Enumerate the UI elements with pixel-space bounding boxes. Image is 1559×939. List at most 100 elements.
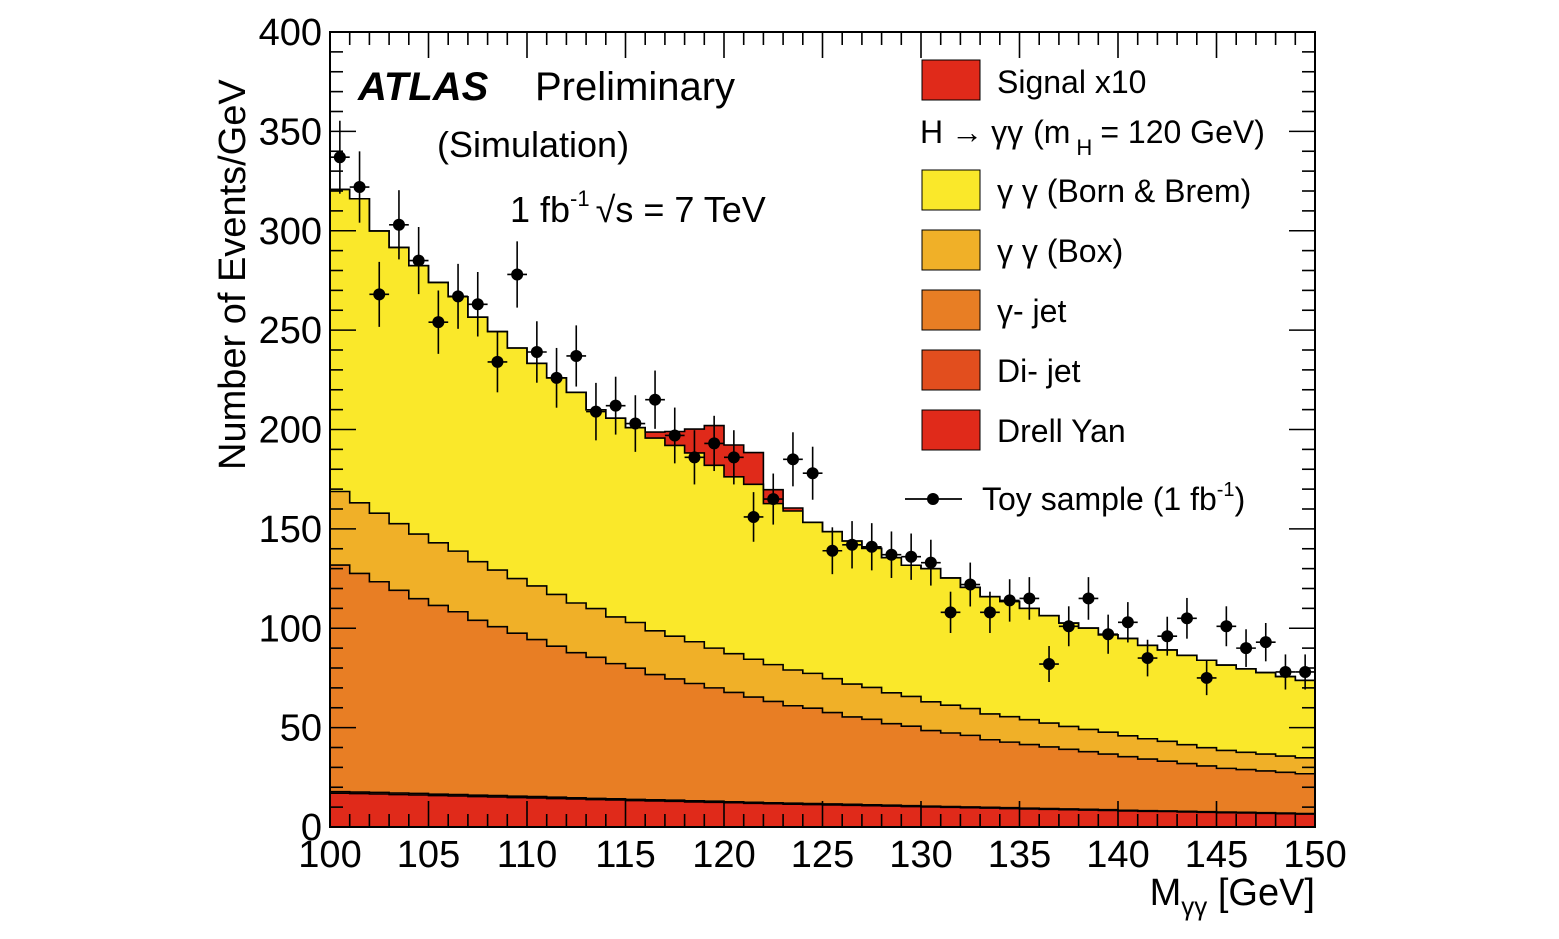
y-tick-label-150: 150 [259,509,322,551]
bar-born-brem-bin-0 [330,189,351,492]
toy-point-32 [964,578,977,591]
bar-drell-yan-bin-21 [743,803,764,827]
bar-drell-yan-bin-22 [763,803,784,827]
legend-toy-part-0: Toy sample (1 fb [982,481,1217,517]
legend-label-signal: Signal x10 [997,64,1146,100]
bar-drell-yan-bin-42 [1157,811,1178,827]
toy-point-45 [1220,620,1233,633]
bar-born-brem-bin-37 [1058,623,1080,727]
bar-drell-yan-bin-38 [1078,810,1099,827]
bar-born-brem-bin-20 [724,476,745,654]
bar-jet-bin-41 [1137,759,1158,811]
bar-drell-yan-bin-0 [330,793,351,827]
bar-drell-yan-bin-32 [960,807,981,827]
bar-drell-yan-bin-34 [999,808,1021,827]
toy-point-8 [491,355,504,368]
bar-born-brem-bin-33 [980,596,1001,714]
toy-point-17 [668,429,681,442]
bar-born-brem-bin-28 [881,557,902,693]
bar-signal-x10-bin-21 [743,452,764,485]
bar-jet-bin-43 [1177,763,1198,812]
bar-born-brem-bin-24 [802,522,824,674]
bar-born-brem-bin-2 [369,230,390,514]
bar-drell-yan-bin-31 [940,807,961,827]
bar-drell-yan-bin-45 [1216,812,1237,827]
bar-drell-yan-bin-12 [566,798,587,827]
bar-jet-bin-25 [822,712,843,804]
bar-born-brem-bin-10 [527,363,548,586]
x-tick-label-115: 115 [595,834,656,876]
toy-point-14 [609,399,622,412]
legend-label-drell-yan: Drell Yan [997,413,1126,449]
toy-point-28 [885,548,898,561]
stacked-areas [330,189,1316,827]
bar-jet-bin-21 [743,697,764,803]
lumi-energy-label: 1 fb-1 √s = 7 TeV [510,186,766,230]
toy-point-30 [924,556,937,569]
toy-point-13 [589,405,602,418]
bar-jet-bin-8 [487,626,508,796]
plot-area [329,31,1316,828]
bar-jet-bin-10 [527,639,548,797]
x-tick-label-130: 130 [889,834,952,876]
bar-jet-bin-33 [980,739,1001,808]
x-tick-label-145: 145 [1185,834,1248,876]
bar-jet-bin-2 [369,581,390,793]
bar-jet-bin-34 [999,742,1021,808]
bar-box-bin-14 [605,616,627,664]
legend-label-born-brem: γ γ (Born & Brem) [997,173,1251,209]
toy-point-21 [747,510,760,523]
bar-drell-yan-bin-3 [389,794,410,827]
bar-born-brem-bin-16 [645,438,666,631]
bar-born-brem-bin-17 [664,445,686,637]
y-tick-label-200: 200 [259,410,322,452]
toy-point-29 [905,550,918,563]
bar-born-brem-bin-45 [1216,665,1237,751]
x-tick-label-110: 110 [497,834,558,876]
bar-jet-bin-24 [802,708,824,804]
bar-box-bin-35 [1019,719,1040,745]
bar-drell-yan-bin-47 [1255,813,1277,827]
toy-point-44 [1200,671,1213,684]
bar-jet-bin-45 [1216,768,1237,813]
legend-label-jet: γ- jet [997,293,1066,329]
bar-born-brem-bin-34 [999,601,1021,717]
x-axis-title: Mγγ [GeV] [1150,872,1315,921]
bar-box-bin-20 [724,653,745,693]
bar-born-brem-bin-42 [1157,649,1178,742]
bar-jet-bin-0 [330,565,351,792]
bar-drell-yan-bin-20 [724,802,745,827]
toy-point-40 [1121,616,1134,629]
bar-jet-bin-16 [645,674,666,800]
bar-box-bin-28 [881,692,902,724]
bar-drell-yan-bin-9 [507,797,528,827]
legend-higgs-part-0: H [920,114,943,150]
bar-box-bin-45 [1216,750,1237,769]
legend-toy-part-1: -1 [1217,479,1235,501]
bar-drell-yan-bin-36 [1039,809,1060,827]
bar-jet-bin-14 [605,663,627,799]
bar-box-bin-1 [349,502,370,574]
toy-point-9 [511,268,524,281]
bar-drell-yan-bin-24 [802,804,824,827]
bar-born-brem-bin-49 [1295,680,1316,758]
bar-jet-bin-47 [1255,770,1277,813]
y-tick-label-300: 300 [259,211,322,253]
bar-born-brem-bin-4 [408,265,430,535]
bar-drell-yan-bin-14 [605,799,627,827]
bar-jet-bin-39 [1098,754,1119,810]
bar-box-bin-26 [842,684,863,717]
bar-born-brem-bin-11 [546,377,567,595]
bar-drell-yan-bin-17 [664,801,686,827]
bar-box-bin-36 [1039,723,1060,747]
bar-box-bin-46 [1236,752,1257,770]
x-tick-label-125: 125 [791,834,854,876]
bar-box-bin-22 [763,664,784,702]
y-tick-label-0: 0 [301,807,322,849]
bar-drell-yan-bin-41 [1137,811,1158,827]
legend-label-toy-sample: Toy sample (1 fb-1) [982,479,1245,517]
legend-higgs-part-5: = 120 GeV) [1100,114,1265,150]
bar-jet-bin-49 [1295,773,1316,814]
toy-point-3 [392,218,405,231]
axis-ticks [329,31,1316,828]
